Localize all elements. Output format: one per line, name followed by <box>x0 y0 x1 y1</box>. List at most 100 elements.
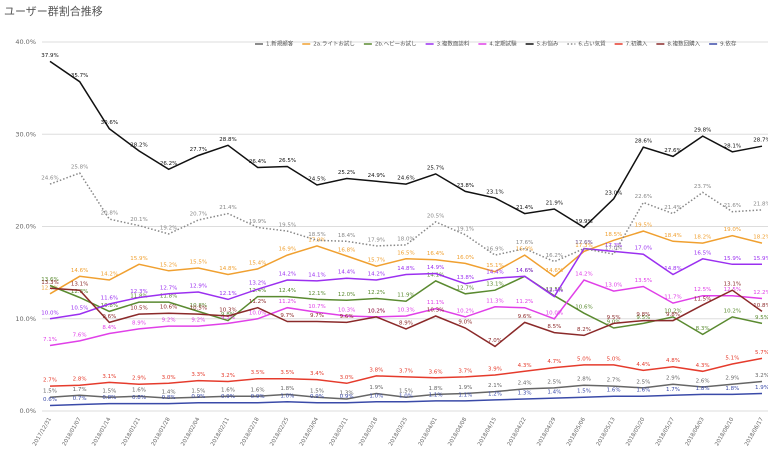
data-label: 1.5% <box>577 389 591 395</box>
data-label: 10.3% <box>427 307 444 313</box>
data-label: 9.5% <box>221 315 235 321</box>
data-label: 5.0% <box>577 356 591 362</box>
data-label: 1.9% <box>369 385 383 391</box>
legend-label: 3.複数面談料 <box>437 40 470 48</box>
data-label: 13.8% <box>457 275 474 281</box>
data-label: 25.8% <box>71 164 88 170</box>
x-tick-label: 2018/04/15 <box>477 416 498 446</box>
data-label: 1.5% <box>191 389 205 395</box>
series-line <box>49 287 763 348</box>
data-label: 0.7% <box>73 396 87 402</box>
data-label: 22.6% <box>635 194 652 200</box>
data-label: 10.3% <box>219 307 236 313</box>
data-label: 28.7% <box>753 138 768 144</box>
x-tick-label: 2018/03/25 <box>388 416 409 446</box>
data-label: 9.7% <box>280 313 294 319</box>
x-tick-label: 2018/02/18 <box>240 416 261 446</box>
data-label: 14.8% <box>219 266 236 272</box>
series-line <box>49 275 763 336</box>
data-label: 17.6% <box>516 240 533 246</box>
data-label: 0.8% <box>102 395 116 401</box>
data-label: 3.5% <box>251 370 265 376</box>
x-tick-label: 2018/05/06 <box>566 416 587 446</box>
data-label: 18.5% <box>308 232 325 238</box>
data-label: 11.8% <box>130 294 147 300</box>
series-line <box>49 357 763 387</box>
data-label: 9.6% <box>340 314 354 320</box>
data-label: 3.4% <box>310 371 324 377</box>
data-label: 3.2% <box>221 373 235 379</box>
data-label: 1.2% <box>488 391 502 397</box>
data-label: 14.6% <box>516 268 533 274</box>
data-label: 10.8% <box>753 303 768 309</box>
data-label: 15.4% <box>249 260 266 266</box>
data-label: 19.1% <box>457 226 474 232</box>
data-label: 12.3% <box>130 289 147 295</box>
data-label: 1.0% <box>280 393 294 399</box>
data-label: 2.6% <box>696 379 710 385</box>
data-label: 17.6% <box>575 240 592 246</box>
data-label: 11.2% <box>279 299 296 305</box>
data-label: 11.9% <box>397 293 414 299</box>
data-label: 24.6% <box>397 176 414 182</box>
data-label: 7.6% <box>73 332 87 338</box>
data-label: 3.8% <box>369 367 383 373</box>
data-label: 10.2% <box>664 308 681 314</box>
x-tick-label: 2017/12/31 <box>32 417 53 446</box>
y-tick-label: 30.0% <box>15 130 36 138</box>
data-label: 5.0% <box>607 356 621 362</box>
data-label: 28.1% <box>724 143 741 149</box>
data-label: 2.7% <box>607 378 621 384</box>
y-tick-label: 0.0% <box>19 407 36 415</box>
data-label: 24.6% <box>41 176 58 182</box>
data-label: 20.8% <box>101 211 118 217</box>
data-label: 24.5% <box>308 176 325 182</box>
data-label: 12.3% <box>71 289 88 295</box>
data-label: 0.9% <box>221 394 235 400</box>
data-label: 4.3% <box>518 363 532 369</box>
data-label: 12.4% <box>249 288 266 294</box>
data-label: 3.7% <box>399 368 413 374</box>
data-label: 11.1% <box>427 300 444 306</box>
data-label: 28.6% <box>635 139 652 145</box>
data-label: 1.1% <box>429 392 443 398</box>
data-label: 4.4% <box>636 362 650 368</box>
data-label: 7.1% <box>43 337 57 343</box>
data-label: 14.6% <box>516 268 533 274</box>
x-tick-label: 2018/02/04 <box>180 416 201 446</box>
data-label: 9.0% <box>458 319 472 325</box>
data-label: 8.3% <box>696 326 710 332</box>
data-label: 9.8% <box>666 312 680 318</box>
data-label: 23.7% <box>694 184 711 190</box>
data-label: 18.4% <box>338 233 355 239</box>
data-label: 13.6% <box>41 277 58 283</box>
data-label: 13.0% <box>605 283 622 289</box>
data-label: 2.9% <box>132 376 146 382</box>
data-label: 21.4% <box>664 205 681 211</box>
data-label: 7.0% <box>488 338 502 344</box>
series-line <box>49 247 762 320</box>
data-label: 14.9% <box>427 265 444 271</box>
series-line <box>49 279 763 347</box>
x-tick-label: 2018/01/14 <box>91 416 112 446</box>
data-label: 1.6% <box>221 388 235 394</box>
data-label: 27.6% <box>664 148 681 154</box>
data-label: 17.0% <box>635 246 652 252</box>
data-label: 1.6% <box>132 388 146 394</box>
x-tick-label: 2018/05/20 <box>625 416 646 446</box>
data-label: 26.2% <box>160 161 177 167</box>
legend-label: 2a.ライトお試し <box>313 40 355 48</box>
data-label: 23.8% <box>457 183 474 189</box>
data-label: 9.6% <box>102 314 116 320</box>
data-label: 14.4% <box>338 270 355 276</box>
data-label: 9.5% <box>636 315 650 321</box>
data-label: 15.1% <box>486 263 503 269</box>
data-label: 20.1% <box>130 217 147 223</box>
data-label: 14.1% <box>308 272 325 278</box>
data-label: 2.8% <box>577 377 591 383</box>
data-label: 14.6% <box>546 268 563 274</box>
data-label: 19.5% <box>279 223 296 229</box>
data-label: 14.1% <box>427 272 444 278</box>
data-label: 23.1% <box>486 189 503 195</box>
